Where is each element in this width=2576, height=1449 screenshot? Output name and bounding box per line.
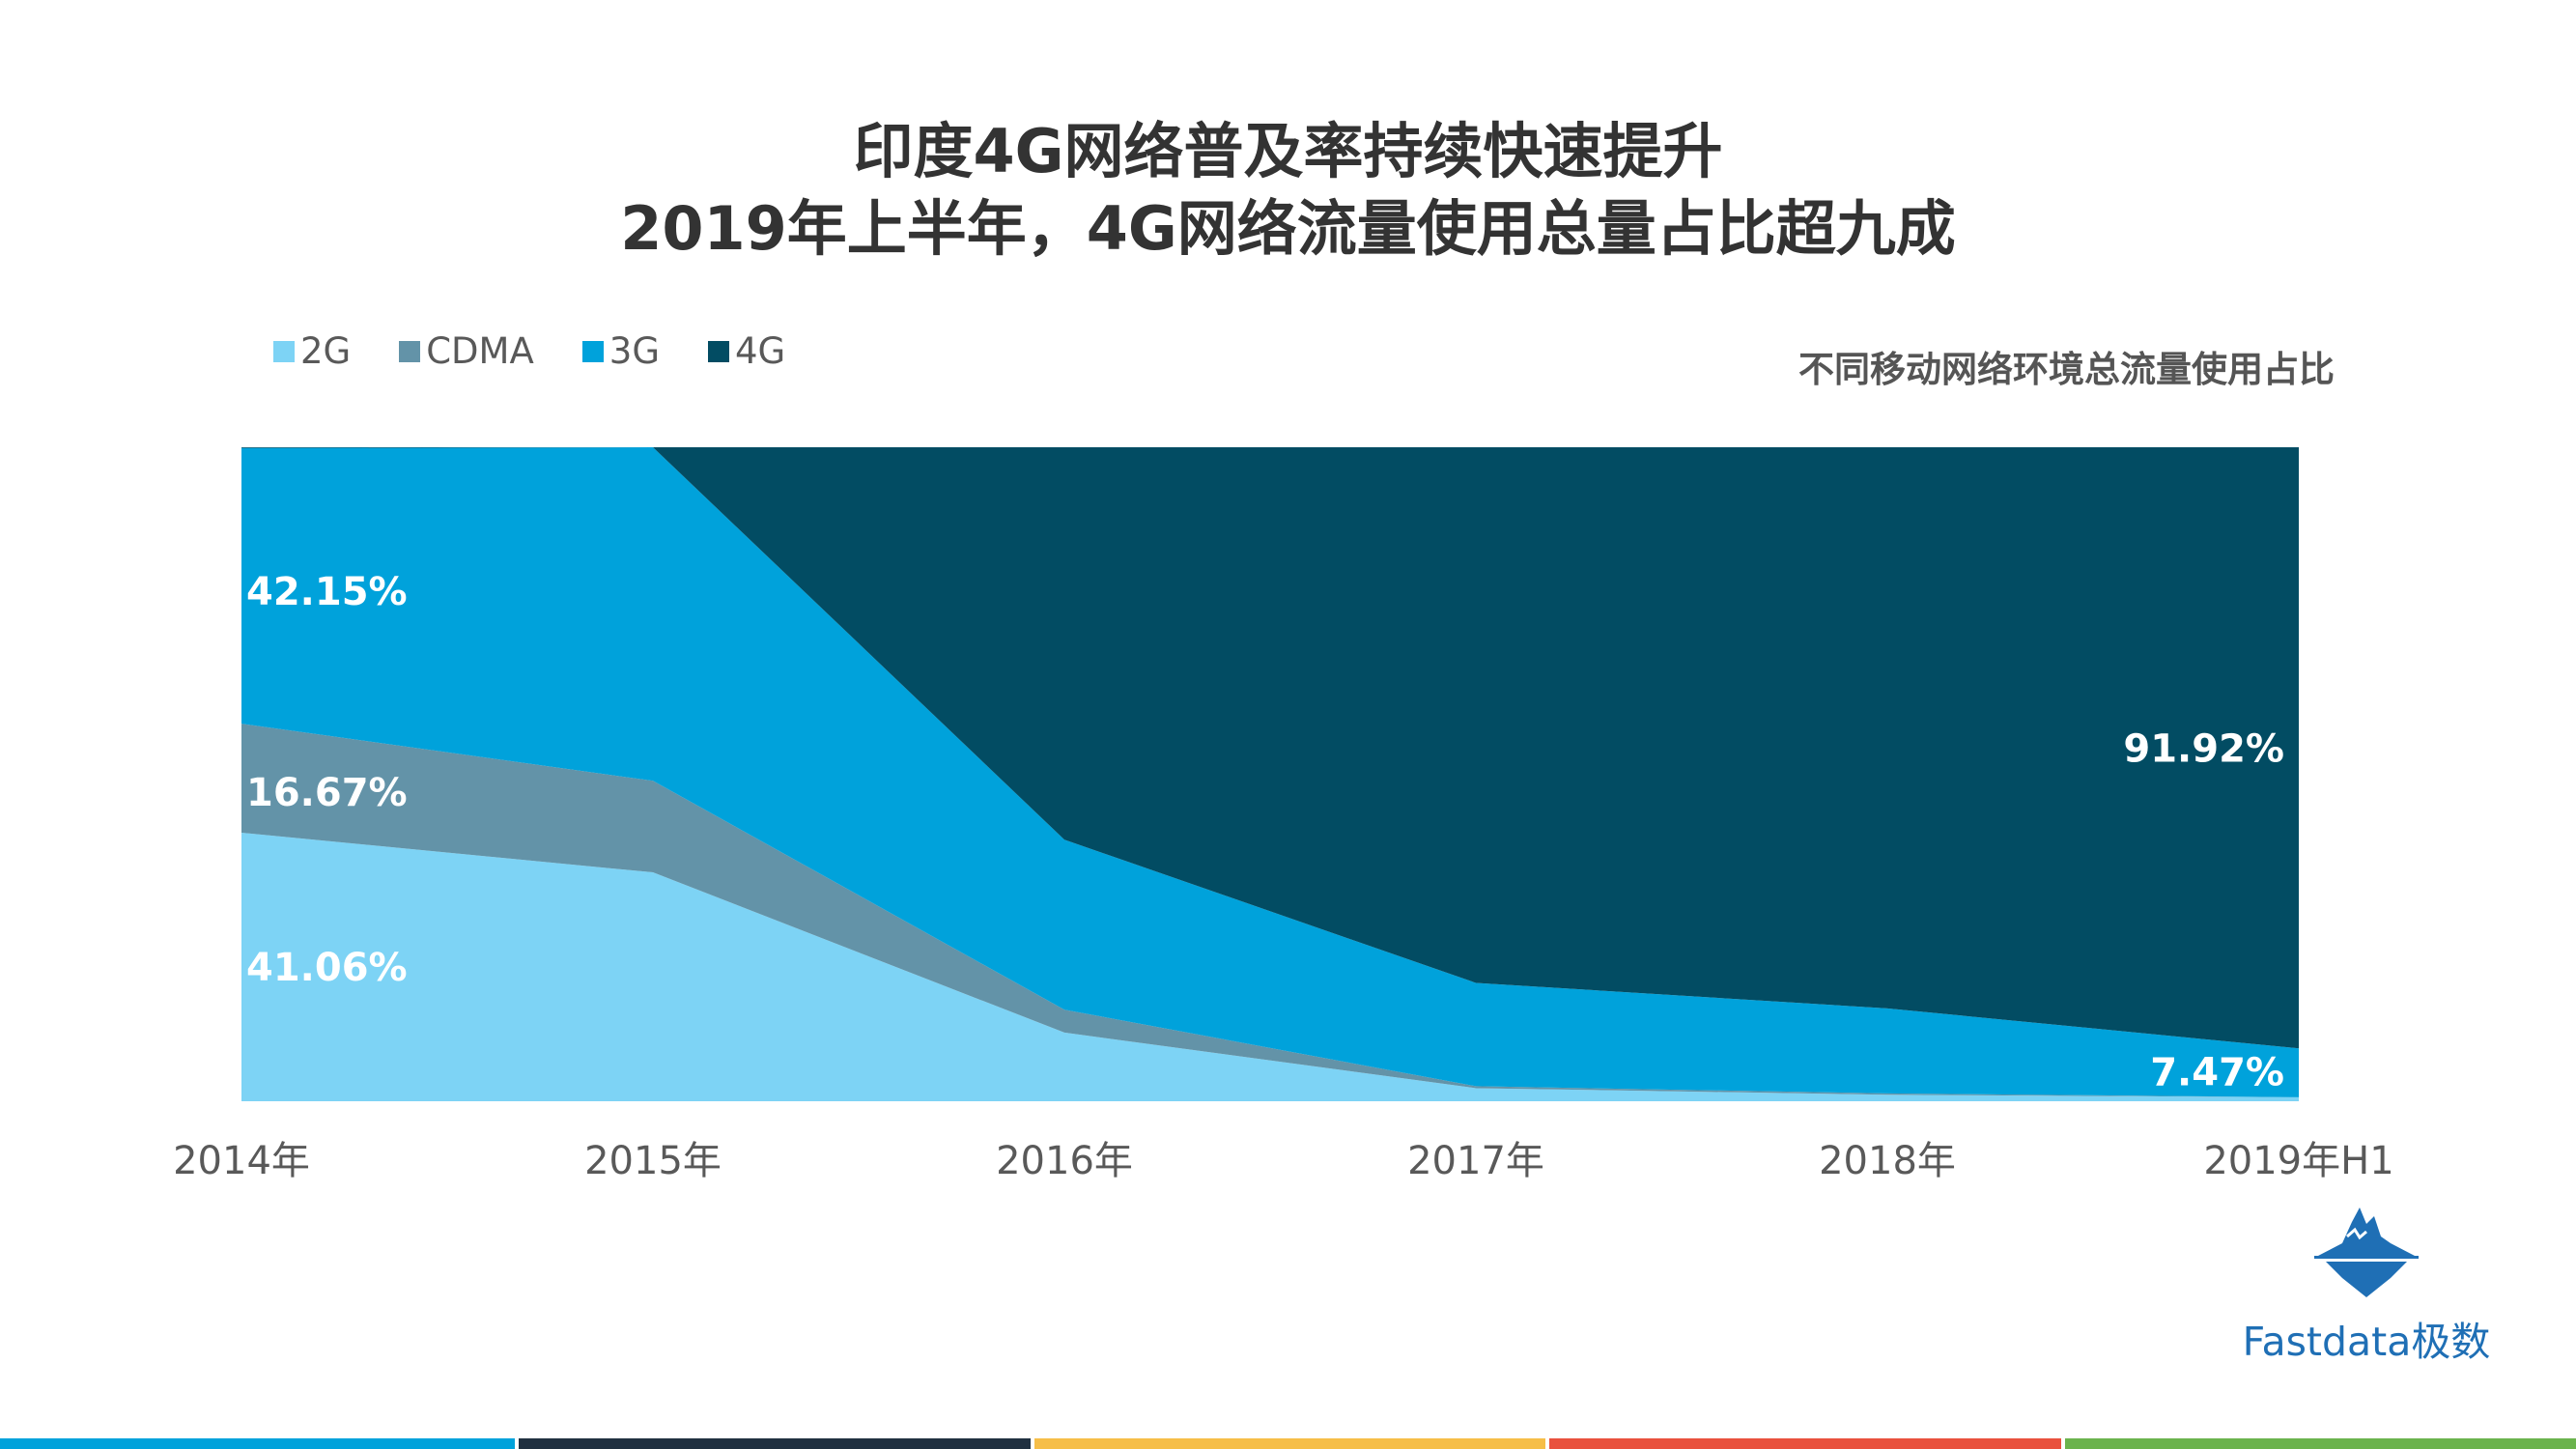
chart-title-line1: 印度4G网络普及率持续快速提升: [853, 116, 1723, 186]
legend-label-3g: 3G: [609, 330, 660, 372]
x-tick-label: 2019年H1: [2203, 1139, 2393, 1183]
chart-legend: 2G CDMA 3G 4G: [273, 330, 834, 372]
data-label-3g: 42.15%: [246, 570, 408, 614]
legend-item-2g: 2G: [273, 330, 351, 372]
legend-swatch-4g: [708, 340, 729, 362]
fastdata-logo: Fastdata极数: [2231, 1203, 2502, 1367]
data-label-4g: 91.92%: [2123, 726, 2284, 771]
bottom-bar-segment: [519, 1438, 1031, 1449]
x-tick-label: 2017年: [1407, 1139, 1544, 1183]
x-tick-label: 2018年: [1819, 1139, 1956, 1183]
area-series-3g: [241, 447, 2299, 1097]
legend-swatch-2g: [273, 340, 295, 362]
bottom-bar-segment: [1549, 1438, 2061, 1449]
legend-item-4g: 4G: [708, 330, 785, 372]
x-tick-label: 2016年: [996, 1139, 1133, 1183]
area-series-2g: [241, 833, 2299, 1101]
bottom-bar-segment: [2064, 1438, 2576, 1449]
legend-label-4g: 4G: [735, 330, 786, 372]
iceberg-logo-icon: [2314, 1208, 2419, 1297]
data-label-2g: 41.06%: [246, 946, 408, 990]
x-tick-label: 2014年: [173, 1139, 310, 1183]
chart-subtitle: 不同移动网络环境总流量使用占比: [1798, 349, 2335, 390]
data-label-3g: 7.47%: [2150, 1051, 2284, 1095]
bottom-bar-segment: [0, 1438, 516, 1449]
legend-label-2g: 2G: [300, 330, 352, 372]
area-series-4g: [241, 447, 2299, 1049]
legend-item-3g: 3G: [581, 330, 660, 372]
legend-swatch-cdma: [399, 340, 421, 362]
logo-text: Fastdata极数: [2242, 1319, 2491, 1365]
bottom-bar-segment: [1033, 1438, 1546, 1449]
data-label-cdma: 16.67%: [246, 771, 408, 815]
legend-label-cdma: CDMA: [426, 330, 534, 372]
legend-swatch-3g: [581, 340, 604, 362]
chart-title-line2: 2019年上半年，4G网络流量使用总量占比超九成: [620, 193, 1956, 264]
area-series-cdma: [241, 724, 2299, 1097]
legend-item-cdma: CDMA: [399, 330, 534, 372]
x-tick-label: 2015年: [584, 1139, 722, 1183]
